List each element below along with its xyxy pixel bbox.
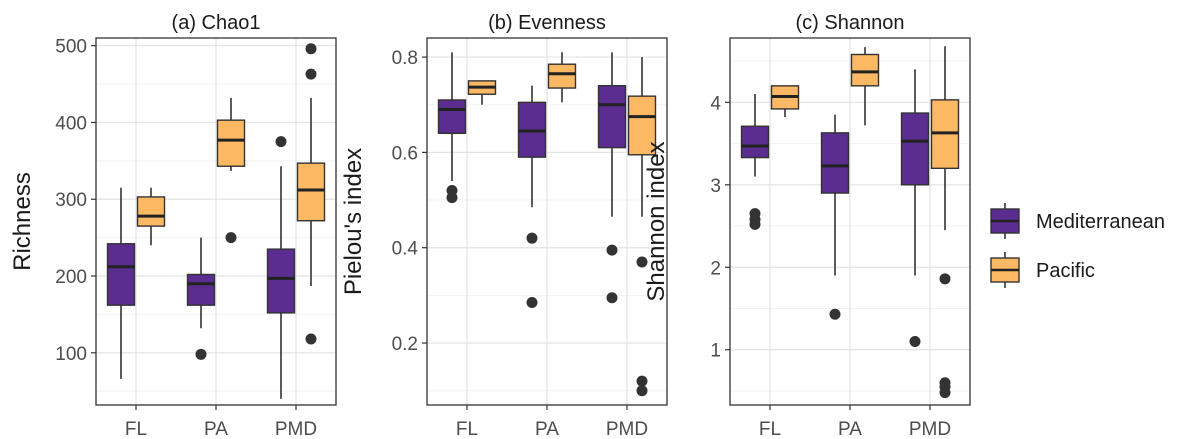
x-tick-label: FL (125, 419, 147, 439)
box-pacific-pa (850, 47, 880, 126)
outlier-point (606, 292, 618, 304)
y-tick-label: 0.8 (392, 48, 418, 69)
x-tick-label: PA (535, 419, 559, 439)
box-iqr (136, 196, 166, 227)
x-tick-label: PA (838, 419, 862, 439)
y-tick-label: 0.2 (392, 334, 418, 355)
box-mediterranean-pmd (900, 69, 930, 347)
box-pacific-pa (216, 97, 246, 244)
outlier-point (909, 335, 921, 347)
panel-2 (422, 37, 668, 410)
panel-title: (b) Evenness (488, 12, 606, 34)
box-iqr (597, 84, 627, 149)
outlier-point (446, 192, 458, 204)
box-mediterranean-fl (740, 94, 770, 230)
y-tick-label: 500 (55, 37, 87, 58)
legend (990, 203, 1020, 288)
box-iqr (296, 162, 326, 222)
legend-item-mediterranean (990, 203, 1020, 239)
outlier-point (939, 387, 951, 399)
box-iqr (106, 243, 136, 306)
box-iqr (850, 53, 880, 87)
y-tick-label: 4 (710, 93, 721, 114)
box-iqr (547, 63, 577, 89)
outlier-point (305, 43, 317, 55)
legend-label: Mediterranean (1036, 211, 1165, 233)
box-pacific-fl (136, 187, 166, 246)
box-iqr (186, 273, 216, 306)
outlier-point (275, 136, 287, 148)
y-tick-label: 300 (55, 190, 87, 211)
outlier-point (526, 232, 538, 244)
box-mediterranean-fl (106, 187, 136, 379)
box-iqr (740, 125, 770, 159)
y-tick-label: 200 (55, 267, 87, 288)
y-axis-label: Pielou's index (340, 148, 367, 295)
box-iqr (216, 119, 246, 167)
box-mediterranean-pa (186, 237, 216, 360)
outlier-point (195, 348, 207, 360)
box-mediterranean-pmd (266, 136, 296, 399)
box-iqr (900, 112, 930, 186)
y-tick-label: 400 (55, 113, 87, 134)
legend-label: Pacific (1036, 260, 1095, 282)
x-tick-label: PMD (275, 419, 317, 439)
x-tick-label: PA (204, 419, 228, 439)
box-mediterranean-pmd (597, 52, 627, 304)
outlier-point (939, 273, 951, 285)
y-tick-label: 0.6 (392, 143, 418, 164)
box-pacific-pmd (296, 43, 326, 345)
box-pacific-pa (547, 52, 577, 103)
outlier-point (225, 232, 237, 244)
panel-title: (c) Shannon (796, 12, 905, 34)
legend-item-pacific (990, 252, 1020, 288)
box-pacific-fl (770, 85, 800, 118)
box-mediterranean-pa (820, 114, 850, 320)
x-tick-label: FL (456, 419, 478, 439)
outlier-point (636, 385, 648, 397)
outlier-point (829, 308, 841, 320)
outlier-point (305, 333, 317, 345)
y-tick-label: 1 (710, 341, 721, 362)
box-mediterranean-pa (517, 85, 547, 309)
y-tick-label: 100 (55, 344, 87, 365)
box-pacific-fl (467, 80, 497, 105)
box-iqr (820, 132, 850, 194)
outlier-point (305, 68, 317, 80)
outlier-point (526, 297, 538, 309)
y-tick-label: 2 (710, 258, 721, 279)
outlier-point (636, 256, 648, 268)
box-pacific-pmd (627, 57, 657, 397)
box-iqr (627, 95, 657, 156)
x-tick-label: FL (759, 419, 781, 439)
panel-1 (91, 37, 337, 410)
outlier-point (749, 218, 761, 230)
panel-3 (725, 37, 971, 410)
outlier-point (636, 375, 648, 387)
outlier-point (606, 244, 618, 256)
panel-title: (a) Chao1 (172, 12, 261, 34)
x-tick-label: PMD (909, 419, 951, 439)
y-axis-label: Richness (9, 172, 36, 271)
y-axis-label: Shannon index (643, 141, 670, 301)
box-pacific-pmd (930, 46, 960, 399)
box-iqr (437, 99, 467, 135)
y-tick-label: 3 (710, 176, 721, 197)
x-tick-label: PMD (606, 419, 648, 439)
box-iqr (266, 248, 296, 314)
box-mediterranean-fl (437, 52, 467, 204)
y-tick-label: 0.4 (392, 239, 419, 260)
